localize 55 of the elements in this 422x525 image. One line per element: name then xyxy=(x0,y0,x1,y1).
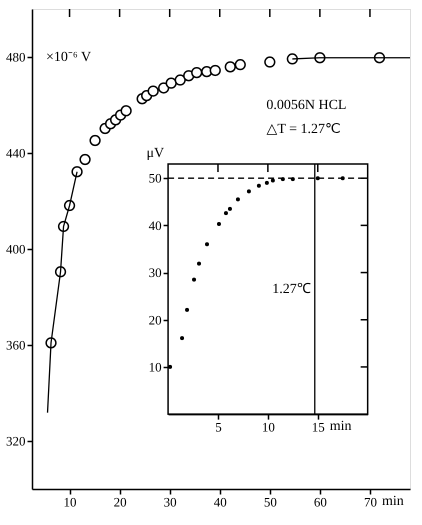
point xyxy=(89,134,101,146)
point xyxy=(264,180,269,185)
y-tick-label: 480 xyxy=(6,50,26,64)
y-axis-title: ×10⁻⁶ V xyxy=(46,50,92,65)
annotation: 0.0056N HCL xyxy=(266,98,346,113)
annotation: △T = 1.27℃ xyxy=(266,122,342,137)
x-axis-title: min xyxy=(382,494,404,509)
point xyxy=(224,61,236,72)
y-axis-title: μV xyxy=(146,146,164,162)
x-tick-label: 10 xyxy=(262,420,275,435)
x-tick-label: 50 xyxy=(264,494,277,510)
point xyxy=(216,222,221,226)
y-tick-label: 30 xyxy=(148,265,162,280)
point xyxy=(71,166,83,178)
point xyxy=(166,78,177,89)
point xyxy=(264,56,276,68)
point xyxy=(158,82,170,94)
y-tick-label: 440 xyxy=(6,146,26,160)
point xyxy=(236,197,240,202)
ref-line-label: 1.27℃ xyxy=(272,282,311,298)
point xyxy=(256,184,261,188)
y-tick-label: 20 xyxy=(148,312,162,328)
point xyxy=(205,242,209,246)
x-tick-label: 5 xyxy=(215,420,222,435)
point xyxy=(192,278,196,282)
x-tick-label: 60 xyxy=(314,494,327,510)
y-tick-label: 360 xyxy=(6,338,26,352)
point xyxy=(270,178,275,183)
point xyxy=(210,64,221,76)
point xyxy=(224,211,228,216)
point xyxy=(185,308,190,312)
point xyxy=(180,336,184,340)
point xyxy=(228,206,232,211)
y-tick-label: 40 xyxy=(148,218,162,233)
x-tick-label: 40 xyxy=(214,494,227,510)
point xyxy=(234,59,246,70)
x-tick-label: 20 xyxy=(114,494,127,510)
point xyxy=(120,105,132,116)
point xyxy=(168,364,172,369)
x-tick-label: 70 xyxy=(364,494,377,510)
point xyxy=(197,262,202,266)
y-tick-label: 400 xyxy=(6,242,26,256)
point xyxy=(286,53,298,65)
y-tick-label: 10 xyxy=(148,359,162,374)
point xyxy=(148,85,159,97)
x-axis-title: min xyxy=(330,419,352,434)
y-tick-label: 320 xyxy=(6,434,26,448)
x-tick-label: 10 xyxy=(64,494,77,510)
x-tick-label: 30 xyxy=(164,494,177,510)
point xyxy=(174,74,186,86)
point xyxy=(246,189,251,194)
y-tick-label: 50 xyxy=(148,170,162,186)
point xyxy=(79,154,91,166)
x-tick-label: 15 xyxy=(312,420,325,435)
point xyxy=(191,66,202,78)
